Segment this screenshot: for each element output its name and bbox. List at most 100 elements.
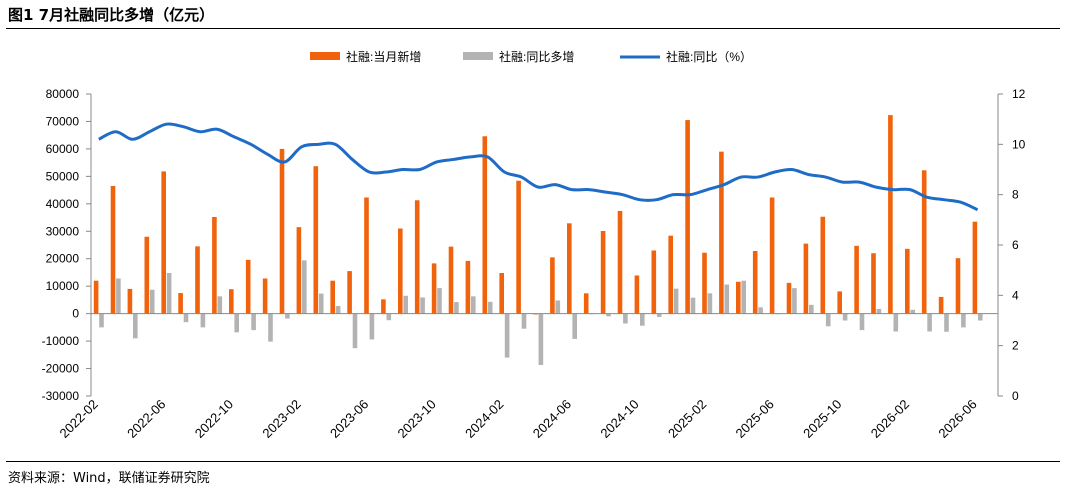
x-tick-label: 2026-06	[935, 397, 979, 441]
x-tick-label: 2022-10	[192, 397, 236, 441]
x-tick-label: 2025-10	[800, 397, 844, 441]
bar-new-financing	[685, 120, 690, 314]
bar-new-financing	[482, 136, 488, 314]
legend-swatch-new	[310, 52, 340, 60]
bar-new-financing	[279, 148, 285, 314]
bar-yoy-increase	[420, 297, 425, 314]
bar-yoy-increase	[859, 313, 865, 331]
x-tick-label: 2024-02	[462, 397, 506, 441]
bar-yoy-increase	[927, 313, 932, 332]
bar-yoy-increase	[149, 289, 155, 314]
bar-yoy-increase	[166, 273, 172, 314]
bar-new-financing	[127, 288, 133, 314]
bar-yoy-increase	[302, 260, 307, 314]
bar-yoy-increase	[471, 296, 476, 314]
bar-new-financing	[668, 235, 673, 314]
bar-new-financing	[786, 282, 792, 314]
y-right-tick-label: 10	[1012, 137, 1026, 151]
bar-new-financing	[820, 216, 826, 314]
bar-yoy-increase	[606, 313, 611, 317]
y-right-tick-label: 8	[1012, 188, 1019, 202]
chart: 社融:当月新增 社融:同比多增 社融:同比（%） 80000 70000 60000…	[42, 49, 1026, 441]
bar-new-financing	[465, 260, 471, 314]
x-tick-label: 2024-06	[530, 397, 574, 441]
bar-new-financing	[144, 236, 150, 314]
legend: 社融:当月新增 社融:同比多增 社融:同比（%）	[310, 49, 752, 64]
bar-yoy-increase	[910, 309, 915, 314]
bar-new-financing	[212, 216, 217, 314]
yoy-rate-line	[98, 122, 979, 212]
legend-label-yoy-increase: 社融:同比多增	[499, 49, 574, 64]
bar-new-financing	[905, 248, 910, 314]
bar-new-financing	[516, 180, 521, 314]
x-tick-label: 2023-06	[327, 397, 371, 441]
bar-new-financing	[972, 221, 978, 314]
bar-new-financing	[93, 280, 99, 314]
bar-new-financing	[414, 200, 420, 314]
bar-new-financing	[347, 271, 352, 314]
bar-yoy-increase	[99, 313, 104, 328]
x-tick-label: 2022-02	[57, 397, 101, 441]
bar-yoy-increase	[842, 313, 848, 321]
legend-label-new: 社融:当月新增	[346, 49, 421, 64]
bar-new-financing	[178, 293, 183, 314]
y-left-tick-label: 70000	[46, 114, 80, 128]
bar-new-financing	[567, 223, 572, 314]
bar-new-financing	[330, 280, 335, 314]
y-left-tick-label: -20000	[42, 362, 80, 376]
bar-yoy-increase	[352, 313, 358, 349]
bar-new-financing	[634, 275, 640, 314]
bar-yoy-increase	[454, 302, 459, 314]
bar-yoy-increase	[673, 288, 679, 314]
y-left-tick-label: 30000	[46, 224, 80, 238]
x-tick-label: 2025-06	[733, 397, 777, 441]
bar-new-financing	[110, 185, 116, 314]
x-tick-label: 2022-06	[124, 397, 168, 441]
bar-new-financing	[448, 246, 454, 314]
y-right-tick-label: 12	[1012, 87, 1026, 101]
bar-yoy-increase	[318, 293, 324, 314]
bar-new-financing	[398, 228, 403, 314]
bar-yoy-increase	[640, 313, 645, 326]
bar-yoy-increase	[251, 313, 256, 331]
bar-yoy-increase	[217, 296, 223, 314]
bar-yoy-increase	[961, 313, 966, 328]
bar-new-financing	[837, 291, 842, 314]
bar-yoy-increase	[876, 308, 882, 314]
bar-yoy-increase	[893, 313, 899, 332]
bar-yoy-increase	[825, 313, 831, 327]
bar-new-financing	[651, 250, 657, 314]
bar-yoy-increase	[504, 313, 510, 358]
bar-new-financing	[769, 197, 775, 314]
x-axis-labels: 2022-02 2022-06 2022-10 2023-02 2023-06 2023-…	[57, 397, 980, 441]
right-axis-labels: 12 10 8 6 4 2 0	[998, 87, 1026, 403]
bar-yoy-increase	[369, 313, 375, 340]
bar-new-financing	[195, 246, 200, 314]
bar-new-financing	[752, 251, 758, 314]
bar-new-financing	[702, 252, 707, 314]
bar-yoy-increase	[521, 313, 527, 329]
legend-swatch-yoy-increase	[463, 52, 493, 60]
bar-new-financing	[431, 263, 437, 314]
bar-yoy-increase	[978, 313, 983, 321]
bar-yoy-increase	[335, 305, 341, 314]
y-left-tick-label: 80000	[46, 87, 80, 101]
bar-yoy-increase	[116, 278, 121, 314]
bar-new-financing	[888, 115, 893, 314]
x-tick-label: 2023-02	[259, 397, 303, 441]
bar-yoy-increase	[809, 304, 814, 314]
bar-new-financing	[921, 170, 927, 314]
bar-new-financing	[499, 273, 504, 314]
y-left-tick-label: 60000	[46, 142, 80, 156]
bar-yoy-increase	[183, 313, 189, 323]
bar-new-financing	[245, 259, 251, 314]
bar-yoy-increase	[724, 284, 730, 314]
y-left-tick-label: -30000	[42, 389, 80, 403]
bottom-rule	[6, 461, 1060, 462]
x-tick-label: 2023-10	[395, 397, 439, 441]
bar-new-financing	[871, 253, 876, 314]
left-axis-labels: 80000 70000 60000 50000 40000 30000 20000 10000…	[42, 87, 91, 403]
bar-yoy-increase	[656, 313, 662, 317]
bar-yoy-increase	[234, 313, 239, 333]
bar-new-financing	[736, 281, 741, 314]
